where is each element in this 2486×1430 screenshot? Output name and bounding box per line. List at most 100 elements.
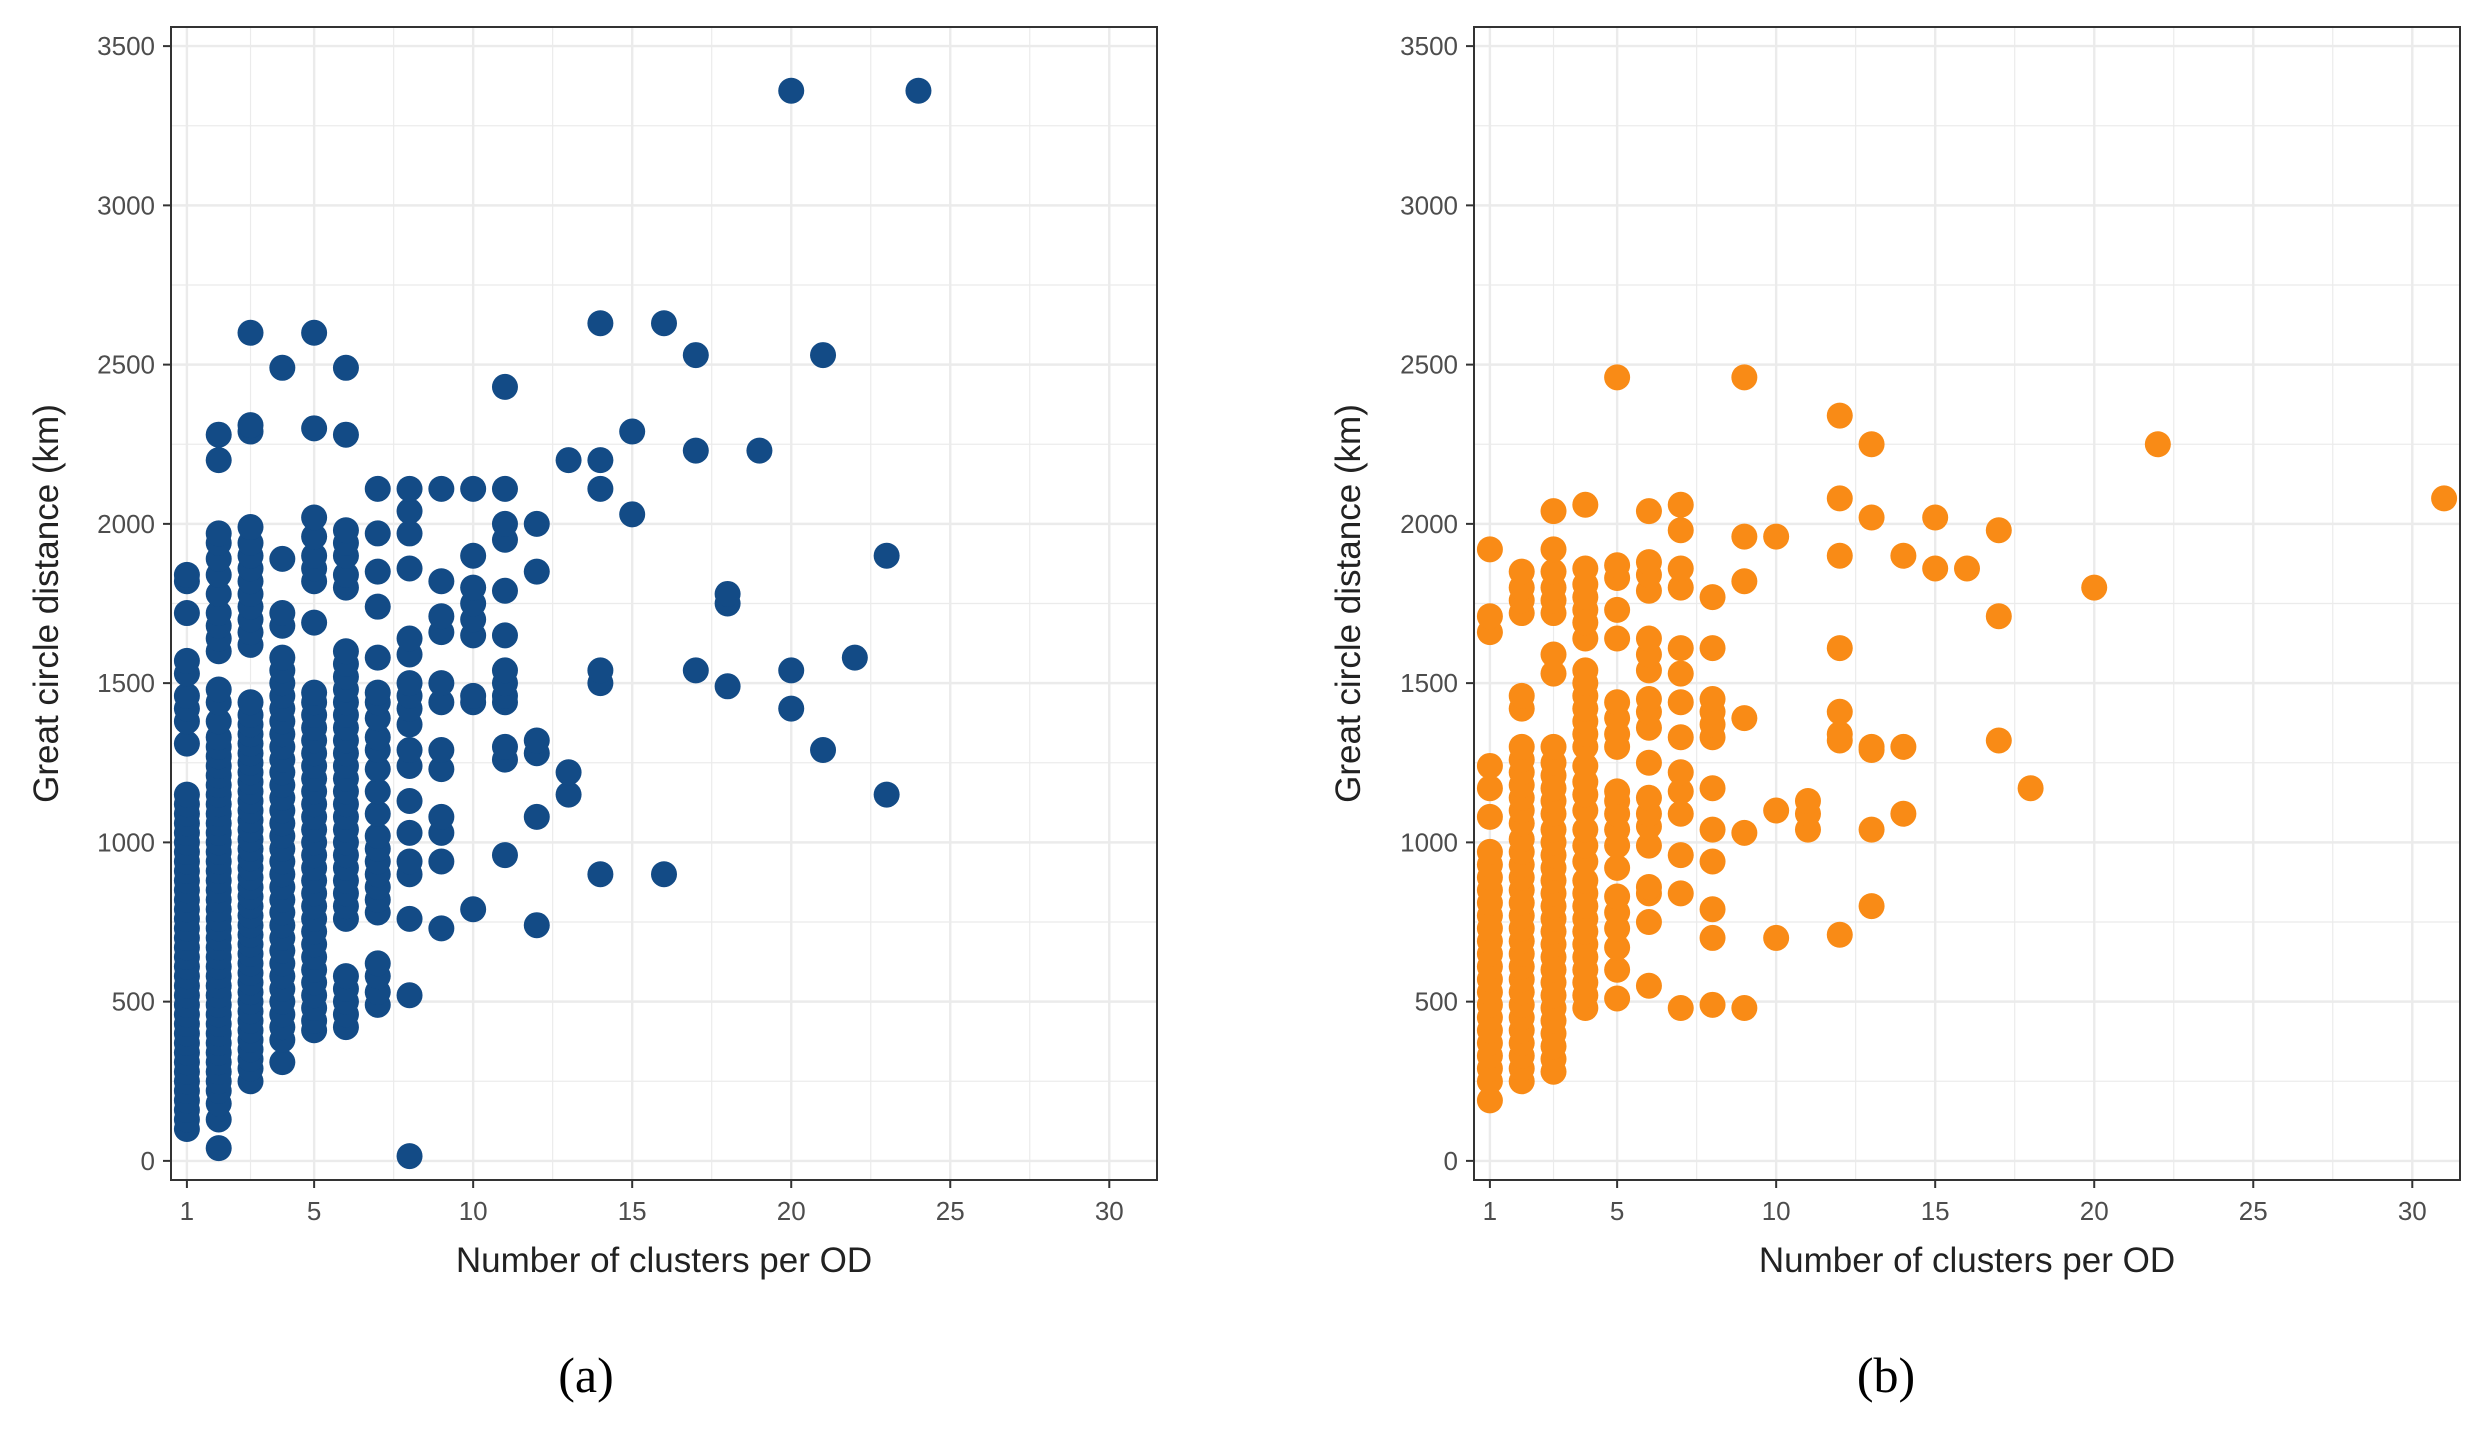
- data-point: [1635, 549, 1662, 576]
- data-point: [1508, 733, 1535, 760]
- y-tick-label: 1500: [1400, 668, 1458, 698]
- data-point: [1763, 797, 1790, 824]
- data-point: [491, 475, 518, 502]
- data-point: [301, 415, 328, 442]
- data-point: [682, 342, 709, 369]
- data-point: [1794, 787, 1821, 814]
- data-point: [1954, 555, 1980, 582]
- data-point: [1572, 816, 1599, 843]
- data-point: [1922, 555, 1949, 582]
- data-point: [1731, 364, 1758, 391]
- data-point: [1922, 504, 1949, 531]
- data-point: [619, 418, 646, 445]
- data-point: [1604, 364, 1631, 391]
- data-point: [1667, 724, 1694, 751]
- data-point: [173, 647, 200, 674]
- data-point: [1604, 689, 1631, 716]
- data-point: [1858, 431, 1885, 458]
- data-point: [301, 609, 328, 636]
- data-point: [269, 1049, 296, 1076]
- data-point: [1763, 523, 1790, 550]
- data-point: [523, 803, 550, 830]
- data-point: [1635, 625, 1662, 652]
- y-tick-label: 2500: [97, 350, 155, 380]
- data-point: [269, 354, 296, 381]
- data-point: [364, 593, 391, 620]
- data-point: [1540, 641, 1567, 668]
- data-point: [1604, 778, 1631, 805]
- data-point: [173, 682, 200, 709]
- x-tick-label: 15: [618, 1196, 647, 1226]
- x-tick-label: 1: [1483, 1196, 1497, 1226]
- data-point: [1667, 842, 1694, 869]
- data-point: [1699, 775, 1726, 802]
- data-point: [396, 737, 423, 764]
- data-point: [1699, 816, 1726, 843]
- x-tick-label: 30: [1095, 1196, 1124, 1226]
- data-point: [2431, 485, 2458, 512]
- data-point: [1635, 498, 1662, 525]
- data-point: [555, 759, 582, 786]
- data-point: [428, 689, 455, 716]
- data-point: [205, 580, 232, 607]
- x-axis-title: Number of clusters per OD: [456, 1241, 872, 1280]
- data-point: [332, 561, 359, 588]
- data-point: [1604, 854, 1631, 881]
- data-point: [1667, 491, 1694, 518]
- data-point: [1604, 552, 1631, 579]
- data-point: [778, 77, 805, 104]
- data-point: [491, 510, 518, 537]
- data-point: [1826, 921, 1853, 948]
- data-point: [396, 787, 423, 814]
- data-point: [396, 520, 423, 547]
- data-point: [1476, 536, 1503, 563]
- data-point: [1540, 660, 1567, 687]
- data-point: [1890, 733, 1917, 760]
- data-point: [1667, 800, 1694, 827]
- data-point: [205, 676, 232, 703]
- y-tick-label: 3000: [1400, 190, 1458, 220]
- data-point: [1540, 536, 1567, 563]
- data-point: [1985, 517, 2012, 544]
- data-point: [1699, 584, 1726, 611]
- data-point: [460, 574, 487, 601]
- data-point: [682, 657, 709, 684]
- data-point: [1826, 721, 1853, 748]
- y-axis-title: Great circle distance (km): [1329, 404, 1368, 803]
- data-point: [332, 421, 359, 448]
- panel-b-scatter-plot: 1 5 10 15 20 25 300500100015002000250030003500…: [1329, 26, 2461, 1280]
- panel-a-label: (a): [558, 1347, 614, 1403]
- data-point: [1604, 934, 1631, 961]
- data-point: [587, 861, 614, 888]
- data-point: [619, 501, 646, 528]
- data-point: [428, 475, 455, 502]
- data-point: [173, 730, 200, 757]
- data-point: [428, 737, 455, 764]
- data-point: [460, 475, 487, 502]
- data-point: [205, 520, 232, 547]
- data-point: [1540, 558, 1567, 585]
- data-point: [364, 756, 391, 783]
- data-point: [364, 644, 391, 671]
- y-tick-label: 2000: [1400, 509, 1458, 539]
- data-point: [173, 600, 200, 627]
- data-point: [523, 510, 550, 537]
- data-point: [1667, 880, 1694, 907]
- data-point: [428, 670, 455, 697]
- data-point: [1699, 924, 1726, 951]
- data-point: [1476, 752, 1503, 779]
- data-point: [2081, 574, 2108, 601]
- y-tick-label: 2000: [97, 509, 155, 539]
- y-tick-label: 0: [141, 1146, 155, 1176]
- data-point: [460, 682, 487, 709]
- data-point: [1826, 485, 1853, 512]
- x-tick-label: 10: [1762, 1196, 1791, 1226]
- data-point: [746, 437, 773, 464]
- data-point: [1699, 991, 1726, 1018]
- data-point: [523, 727, 550, 754]
- data-point: [396, 670, 423, 697]
- data-point: [1763, 924, 1790, 951]
- data-point: [1635, 909, 1662, 936]
- data-point: [651, 310, 677, 337]
